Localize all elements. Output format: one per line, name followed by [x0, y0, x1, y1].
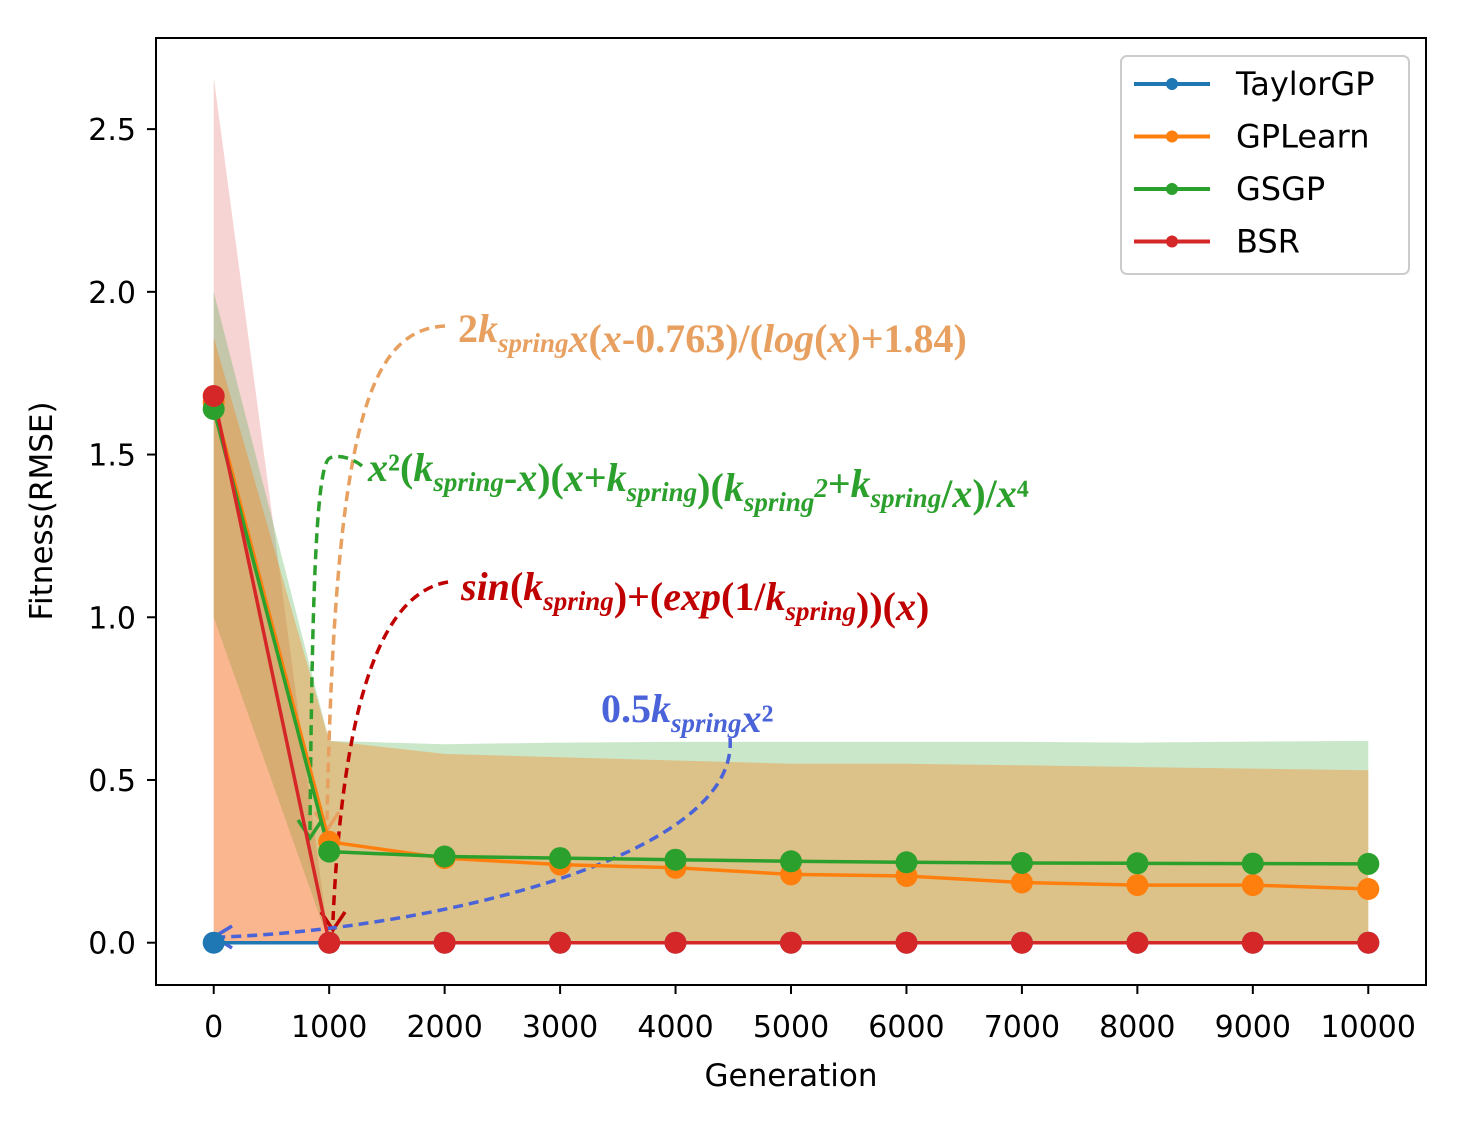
point-gsgp-7000 — [1010, 852, 1033, 874]
point-gplearn-8000 — [1126, 874, 1149, 897]
point-gplearn-9000 — [1241, 874, 1264, 897]
arrowhead-gsgp — [296, 819, 324, 842]
y-tick-label: 2.5 — [88, 113, 136, 148]
y-tick-label: 0.0 — [88, 927, 136, 962]
x-tick-label: 2000 — [406, 1010, 482, 1045]
y-tick-label: 0.5 — [88, 764, 136, 799]
annotation-gplearn: 2kspringx(x-0.763)/(log(x)+1.84) — [458, 306, 967, 361]
legend-marker-gplearn — [1166, 130, 1178, 143]
point-bsr-4000 — [664, 931, 687, 954]
legend-label-gsgp: GSGP — [1236, 170, 1325, 208]
point-bsr-1000 — [318, 931, 341, 954]
legend-box — [1120, 55, 1410, 275]
legend-marker-gsgp — [1166, 183, 1178, 195]
point-gsgp-1000 — [318, 840, 341, 863]
point-taylorgp-0 — [202, 931, 225, 954]
series-markers — [202, 385, 1380, 954]
annotation-bsr: sin(kspring)+(exp(1/kspring))(x) — [460, 564, 929, 629]
legend-label-taylorgp: TaylorGP — [1235, 65, 1375, 103]
legend-label-bsr: BSR — [1236, 223, 1300, 261]
y-axis-ticks: 0.0 0.5 1.0 1.5 2.0 2.5 — [88, 113, 156, 962]
x-tick-label: 7000 — [984, 1010, 1060, 1045]
x-tick-label: 0 — [204, 1010, 223, 1045]
point-gsgp-3000 — [549, 847, 572, 870]
point-gplearn-7000 — [1010, 871, 1033, 894]
point-gsgp-5000 — [780, 850, 802, 873]
annotation-taylorgp: 0.5kspringx² — [601, 686, 774, 741]
point-gsgp-8000 — [1126, 852, 1149, 875]
y-tick-label: 1.0 — [88, 601, 136, 636]
point-gsgp-6000 — [895, 851, 918, 874]
x-tick-label: 10000 — [1321, 1010, 1416, 1045]
point-gsgp-2000 — [433, 845, 456, 868]
x-tick-label: 8000 — [1099, 1010, 1175, 1045]
arrow-taylorgp — [221, 737, 732, 939]
x-tick-label: 1000 — [291, 1010, 367, 1045]
point-bsr-8000 — [1126, 931, 1149, 954]
x-tick-label: 3000 — [522, 1010, 598, 1045]
point-gsgp-9000 — [1241, 852, 1264, 875]
arrow-bsr — [331, 580, 449, 921]
point-gplearn-10000 — [1357, 878, 1380, 900]
point-gsgp-10000 — [1357, 852, 1380, 875]
x-axis-ticks: 0 1000 2000 3000 4000 5000 6000 7000 8000 9000 100… — [204, 985, 1416, 1045]
y-tick-label: 2.0 — [88, 276, 136, 311]
point-bsr-5000 — [780, 931, 802, 954]
point-bsr-3000 — [549, 931, 572, 954]
legend-marker-bsr — [1166, 235, 1178, 248]
annotation-gsgp: x²(kspring-x)(x+kspring)(kspring2+ksprin… — [367, 445, 1029, 517]
confidence-bands — [213, 77, 1369, 943]
band-gsgp — [213, 291, 1369, 943]
y-tick-label: 1.5 — [88, 439, 136, 474]
point-bsr-9000 — [1241, 931, 1264, 954]
x-tick-label: 5000 — [753, 1010, 829, 1045]
point-bsr-2000 — [433, 931, 456, 954]
legend: TaylorGP GPLearn GSGP BSR — [1120, 55, 1410, 275]
y-axis-label: Fitness(RMSE) — [24, 401, 60, 620]
x-tick-label: 6000 — [868, 1010, 944, 1045]
arrow-gplearn — [325, 324, 446, 821]
legend-marker-taylorgp — [1166, 78, 1178, 90]
legend-label-gplearn: GPLearn — [1236, 118, 1370, 156]
formula-annotations: 2kspringx(x-0.763)/(log(x)+1.84) x²(kspri… — [367, 306, 1029, 741]
point-gsgp-4000 — [664, 848, 687, 871]
band-gplearn — [213, 337, 1369, 943]
arrow-gsgp — [308, 454, 364, 831]
point-bsr-6000 — [895, 931, 918, 954]
point-bsr-7000 — [1010, 931, 1033, 954]
x-axis-label: Generation — [705, 1058, 878, 1094]
point-bsr-0 — [202, 385, 225, 407]
x-tick-label: 4000 — [637, 1010, 713, 1045]
point-bsr-10000 — [1357, 931, 1380, 954]
x-tick-label: 9000 — [1215, 1010, 1291, 1045]
